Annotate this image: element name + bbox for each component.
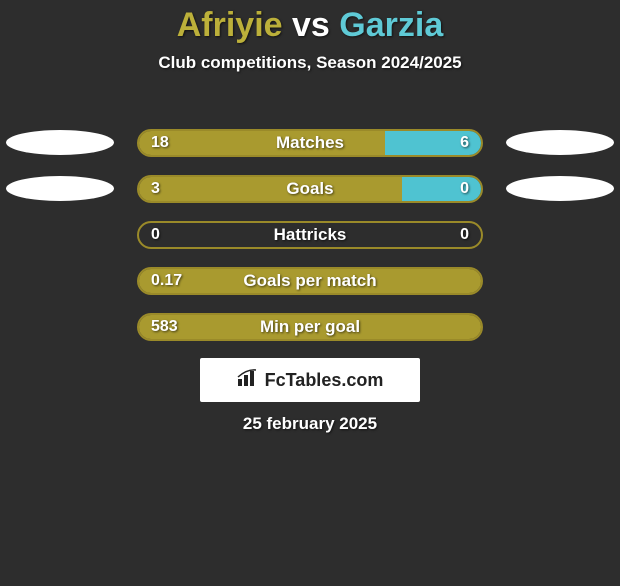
title-vs: vs [283,6,340,44]
date-text: 25 february 2025 [0,414,620,434]
stat-row: 18 6 Matches [0,128,620,158]
stat-bar: 0.17 Goals per match [137,267,483,295]
title-player1: Afriyie [177,6,283,44]
player-marker-right [506,176,614,201]
stat-bar: 18 6 Matches [137,129,483,157]
logo-text: FcTables.com [265,370,384,391]
fctables-logo[interactable]: FcTables.com [200,358,420,402]
stat-bar: 583 Min per goal [137,313,483,341]
stat-label: Hattricks [274,225,347,245]
player-marker-left [6,130,114,155]
title-player2: Garzia [339,6,443,44]
player-marker-right [506,130,614,155]
bar-fill-left [139,177,402,201]
bar-chart-icon [237,369,259,392]
stat-row: 0 0 Hattricks [0,220,620,250]
stat-label: Matches [276,133,344,153]
stat-label: Min per goal [260,317,360,337]
stat-value-left: 0 [151,226,160,244]
stat-row: 0.17 Goals per match [0,266,620,296]
stat-bar: 0 0 Hattricks [137,221,483,249]
bar-fill-right [402,177,481,201]
stat-value-left: 3 [151,180,160,198]
page-title: Afriyie vs Garzia [0,6,620,45]
subtitle: Club competitions, Season 2024/2025 [0,53,620,73]
player-marker-left [6,176,114,201]
bar-fill-left [139,131,385,155]
stat-value-left: 0.17 [151,272,182,290]
stat-row: 583 Min per goal [0,312,620,342]
stat-label: Goals per match [243,271,376,291]
stat-value-right: 0 [460,226,469,244]
stat-value-right: 0 [460,180,469,198]
stat-value-left: 18 [151,134,169,152]
stat-value-right: 6 [460,134,469,152]
stat-label: Goals [286,179,333,199]
stat-bar: 3 0 Goals [137,175,483,203]
stat-value-left: 583 [151,318,178,336]
stat-row: 3 0 Goals [0,174,620,204]
